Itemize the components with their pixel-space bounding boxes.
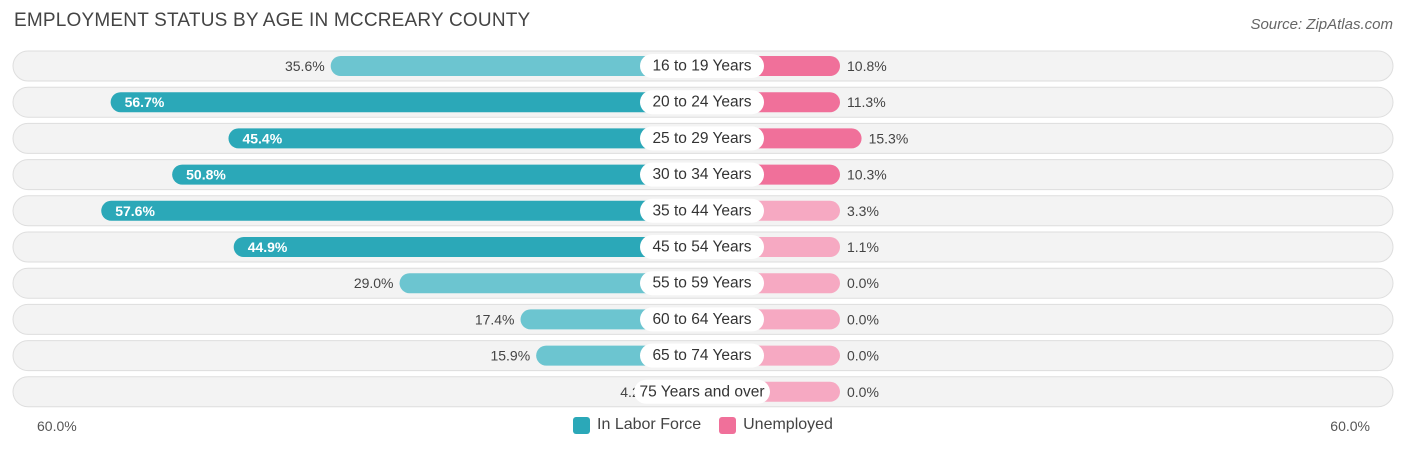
legend: In Labor Force Unemployed — [0, 416, 1406, 434]
value-label-labor-force: 29.0% — [354, 275, 394, 291]
category-pill — [640, 54, 764, 78]
category-pill — [640, 343, 764, 368]
category-pill — [640, 271, 764, 296]
value-label-labor-force: 17.4% — [475, 311, 515, 327]
category-pill — [640, 90, 764, 115]
value-label-labor-force: 56.7% — [125, 94, 165, 110]
value-label-unemployed: 0.0% — [847, 275, 879, 291]
value-label-unemployed: 10.8% — [847, 58, 887, 74]
category-pill — [640, 307, 764, 332]
category-label: 25 to 29 Years — [652, 130, 751, 147]
value-label-unemployed: 11.3% — [847, 94, 886, 110]
chart-title: EMPLOYMENT STATUS BY AGE IN MCCREARY COU… — [14, 10, 531, 31]
category-label: 20 to 24 Years — [652, 94, 751, 111]
category-label: 35 to 44 Years — [652, 202, 751, 219]
category-label: 55 to 59 Years — [652, 275, 751, 292]
value-label-unemployed: 0.0% — [847, 384, 879, 400]
bar-labor-force — [228, 128, 702, 149]
axis-left-label: 60.0% — [37, 418, 77, 434]
bar-labor-force — [330, 56, 702, 76]
legend-label-unemployed: Unemployed — [743, 416, 833, 433]
category-pill — [640, 235, 764, 259]
category-pill — [634, 379, 770, 404]
value-label-labor-force: 45.4% — [242, 130, 282, 146]
category-pill — [640, 126, 764, 151]
value-label-labor-force: 44.9% — [248, 239, 288, 255]
value-label-labor-force: 50.8% — [186, 167, 226, 183]
legend-swatch-labor-force — [573, 416, 591, 434]
category-label: 30 to 34 Years — [652, 166, 751, 183]
category-pill — [640, 162, 764, 187]
category-label: 60 to 64 Years — [652, 311, 751, 328]
legend-item-unemployed[interactable]: Unemployed — [719, 416, 833, 434]
category-label: 16 to 19 Years — [652, 58, 751, 75]
value-label-labor-force: 15.9% — [490, 348, 530, 364]
bar-labor-force — [172, 164, 702, 185]
value-label-unemployed: 0.0% — [847, 311, 879, 327]
value-label-labor-force: 57.6% — [115, 203, 155, 219]
legend-item-labor-force[interactable]: In Labor Force — [573, 416, 701, 434]
value-label-unemployed: 3.3% — [847, 203, 879, 219]
value-label-unemployed: 1.1% — [847, 239, 879, 255]
source-credit: Source: ZipAtlas.com — [1250, 16, 1393, 33]
bar-labor-force — [399, 273, 702, 294]
value-label-unemployed: 10.3% — [847, 167, 887, 183]
category-label: 65 to 74 Years — [652, 347, 751, 364]
category-label: 75 Years and over — [640, 383, 765, 400]
axis-right-label: 60.0% — [1330, 418, 1370, 434]
category-label: 45 to 54 Years — [652, 239, 751, 256]
value-label-unemployed: 0.0% — [847, 348, 879, 364]
value-label-unemployed: 15.3% — [869, 130, 909, 146]
bar-labor-force — [110, 92, 702, 113]
value-label-labor-force: 35.6% — [285, 58, 325, 74]
legend-label-labor-force: In Labor Force — [597, 416, 702, 433]
bar-labor-force — [101, 200, 703, 221]
category-pill — [640, 198, 764, 223]
bar-labor-force — [233, 237, 702, 257]
legend-swatch-unemployed — [719, 416, 737, 434]
